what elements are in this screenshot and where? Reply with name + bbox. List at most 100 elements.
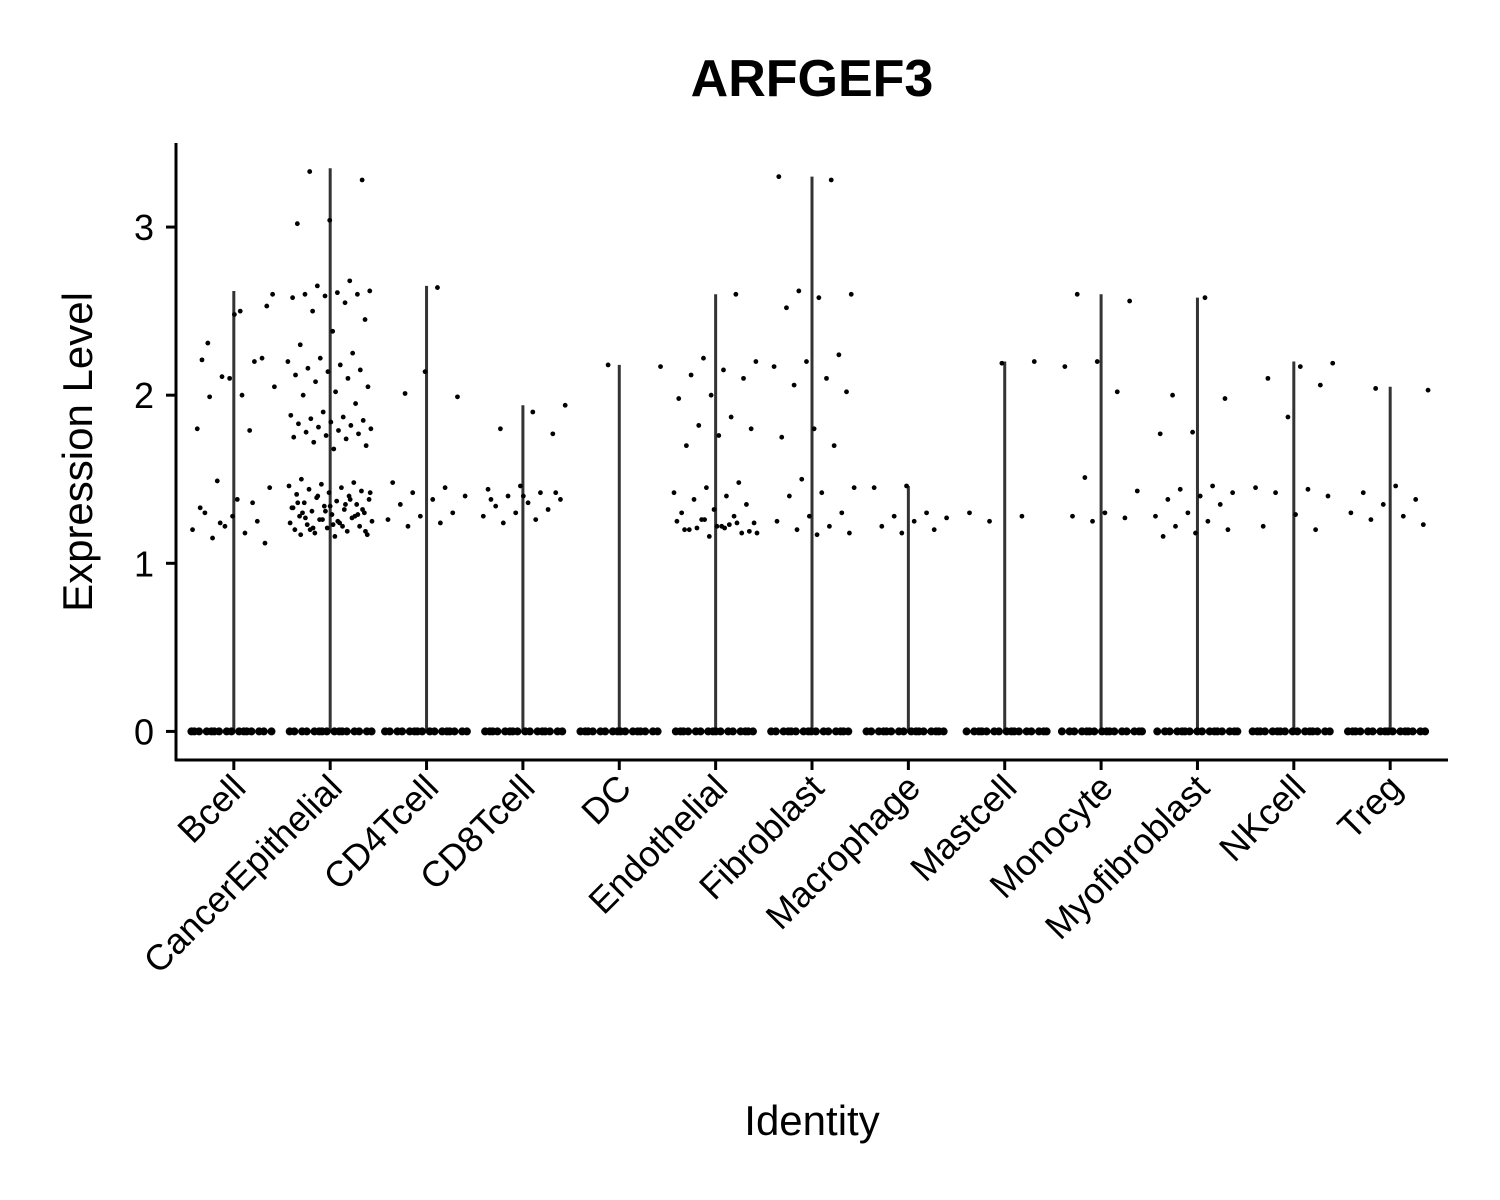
point [355,512,361,517]
point [1202,295,1208,301]
point [711,727,720,736]
point [237,308,243,314]
point [251,359,257,364]
point [616,727,625,736]
point [1022,727,1031,736]
point [1256,727,1265,736]
point [1130,727,1139,736]
point [242,530,248,536]
point [1205,727,1214,736]
point [819,490,825,496]
point [342,300,348,306]
point [227,375,233,381]
point [231,312,237,317]
point [335,518,341,524]
point [272,384,277,390]
point [525,500,531,506]
point [337,362,343,368]
point [462,493,468,499]
point [1105,727,1114,736]
point [450,510,456,516]
point [784,305,789,311]
point [292,527,298,533]
point [682,527,687,533]
point [882,727,891,736]
point [1368,517,1374,522]
point [904,483,909,489]
point [545,507,551,512]
point [671,727,680,736]
point [438,727,447,736]
point [746,528,752,534]
point [1002,727,1011,736]
point [683,443,689,449]
point [336,428,341,433]
point [293,372,298,378]
point [262,540,268,546]
point [480,513,486,519]
point [1268,727,1277,736]
point [363,528,368,534]
point [779,727,788,736]
point [425,727,434,736]
point [1090,518,1095,524]
point [733,291,739,297]
point [202,510,208,516]
point [934,727,943,736]
point [731,513,737,519]
point [230,513,235,519]
point [605,362,611,368]
point [285,359,291,364]
point [367,490,373,496]
point [1416,727,1425,736]
point [1360,490,1366,496]
point [1404,727,1413,736]
point [754,530,760,536]
point [410,490,416,496]
point [1265,375,1271,381]
point [286,483,292,489]
point [297,342,303,348]
point [1260,523,1266,529]
point [1384,727,1393,736]
point [1321,727,1330,736]
point [1193,727,1202,736]
point [1138,727,1147,736]
point [205,340,211,346]
point [334,290,340,296]
point [330,727,339,736]
point [255,727,264,736]
point [1122,515,1128,521]
point [317,355,323,361]
point [321,503,327,509]
point [1348,510,1354,516]
point [1085,727,1094,736]
point [1070,513,1075,519]
point [290,505,296,511]
point [1343,727,1352,736]
point [1213,727,1222,736]
point [562,402,568,408]
point [362,317,368,322]
point [437,520,443,526]
point [679,510,685,516]
point [323,508,328,514]
point [298,532,304,538]
point [234,497,240,502]
x-tick-label: DC [573,767,639,833]
point [538,490,543,496]
x-axis-title: Identity [744,1097,879,1144]
point [907,727,916,736]
point [343,436,349,442]
point [648,727,657,736]
point [235,727,244,736]
point [390,480,396,486]
point [300,510,305,516]
point [508,727,517,736]
point [894,727,903,736]
point [1134,488,1140,494]
point [1173,523,1178,529]
point [722,525,728,531]
point [340,414,346,420]
point [214,478,220,484]
